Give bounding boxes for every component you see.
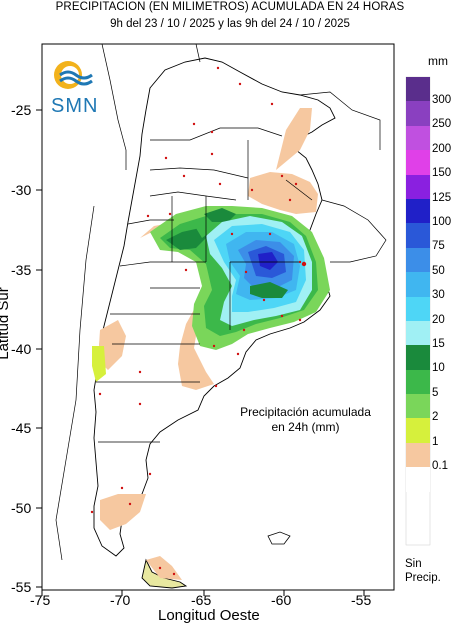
legend-label: 150 (432, 167, 452, 180)
legend-label: 50 (432, 264, 445, 277)
x-tick-label: -60 (271, 592, 292, 608)
y-tick-label: -45 (11, 420, 32, 436)
legend-no-precip: Sin Precip. (405, 557, 441, 585)
legend-swatch (406, 101, 430, 126)
legend-label: 200 (432, 142, 452, 155)
station-markers (90, 66, 307, 576)
legend-swatch (406, 247, 430, 273)
legend-label: 100 (432, 216, 452, 228)
map-annotation: Precipitación acumulada en 24h (mm) (218, 405, 393, 435)
map-title: PRECIPITACION (EN MILIMETROS) ACUMULADA … (55, 1, 405, 13)
tierra-del-fuego (141, 558, 188, 589)
legend-label: 125 (432, 191, 452, 204)
legend-swatch (406, 223, 430, 248)
y-tick-label: -40 (11, 341, 32, 357)
legend-swatch (406, 442, 430, 468)
legend-label: 300 (432, 94, 452, 106)
legend-swatch (406, 272, 430, 297)
legend-label: 30 (432, 289, 445, 302)
legend-swatch (406, 77, 430, 102)
x-tick-label: -65 (191, 592, 212, 608)
legend-label: 10 (432, 362, 445, 375)
y-axis-label: Latitud Sur (0, 287, 12, 360)
y-tick-label: -30 (11, 182, 32, 198)
legend-swatch (406, 320, 430, 346)
y-tick-label: -50 (11, 500, 32, 516)
annotation-line1: Precipitación acumulada (240, 405, 371, 419)
y-tick-label: -55 (11, 579, 32, 595)
x-tick-label: -55 (351, 592, 372, 608)
legend-colorbar (406, 77, 430, 492)
no-precip-line1: Sin (405, 558, 422, 570)
legend-label: 15 (432, 338, 445, 350)
smn-logo-icon (54, 61, 93, 89)
islas-malvinas (267, 531, 291, 545)
legend-label: 5 (432, 386, 439, 399)
x-axis-label: Longitud Oeste (158, 607, 260, 624)
no-precip-line2: Precip. (405, 572, 441, 584)
y-tick-label: -25 (11, 102, 32, 118)
legend-label: 20 (432, 313, 445, 326)
map-date-range: 9h del 23 / 10 / 2025 y las 9h del 24 / … (110, 18, 350, 30)
legend-swatch (406, 418, 430, 443)
legend-label: 1 (432, 435, 439, 448)
smn-logo-text: SMN (51, 95, 99, 117)
borders (55, 43, 387, 561)
legend-label: 75 (432, 240, 445, 253)
legend-swatch (406, 198, 430, 224)
legend-swatch (406, 369, 430, 395)
axis-ticks (36, 109, 365, 596)
legend-swatch (406, 150, 430, 175)
annotation-line2: en 24h (mm) (271, 420, 340, 434)
legend-label: 250 (432, 118, 452, 131)
legend-swatch (406, 345, 430, 370)
legend-swatch (406, 125, 430, 151)
x-tick-label: -70 (110, 592, 131, 608)
legend-label: 2 (432, 411, 439, 424)
legend-unit: mm (428, 54, 448, 68)
legend-swatch (406, 394, 430, 419)
y-tick-label: -35 (11, 262, 32, 278)
legend-swatch (406, 296, 430, 321)
legend-swatch-no-precip (406, 467, 430, 492)
legend-label: 0.1 (432, 460, 448, 472)
legend-swatch (406, 174, 430, 199)
x-tick-label: -75 (30, 592, 51, 608)
